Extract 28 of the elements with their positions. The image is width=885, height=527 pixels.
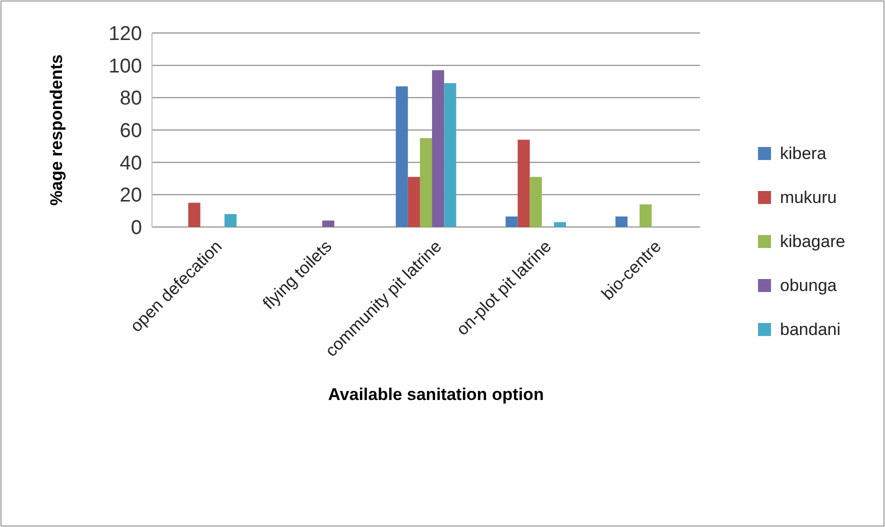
bar — [224, 214, 237, 227]
legend-label: obunga — [780, 276, 838, 295]
bar — [188, 202, 200, 227]
y-tick-label: 100 — [108, 55, 142, 78]
legend-label: kibera — [780, 144, 827, 163]
bar — [518, 140, 530, 227]
y-tick-label: 60 — [120, 120, 142, 142]
y-tick-label: 20 — [120, 184, 142, 207]
bar — [396, 86, 408, 227]
y-tick-label: 40 — [120, 152, 142, 174]
x-axis-title: Available sanitation option — [328, 385, 544, 404]
bar — [408, 176, 420, 227]
legend-label: mukuru — [780, 188, 837, 207]
bar — [640, 204, 652, 227]
bar — [530, 176, 542, 227]
bar — [506, 216, 518, 227]
y-axis-title: %age respondents — [47, 54, 66, 206]
bar — [444, 83, 456, 227]
bar — [420, 138, 432, 227]
bar — [432, 70, 444, 227]
y-tick-label: 80 — [120, 88, 142, 110]
bar — [615, 216, 628, 227]
y-tick-label: 0 — [130, 217, 142, 239]
legend-label: bandani — [780, 320, 841, 339]
legend-label: kibagare — [780, 232, 846, 251]
bar — [554, 222, 566, 227]
bar — [322, 220, 334, 227]
y-tick-label: 120 — [108, 23, 142, 45]
